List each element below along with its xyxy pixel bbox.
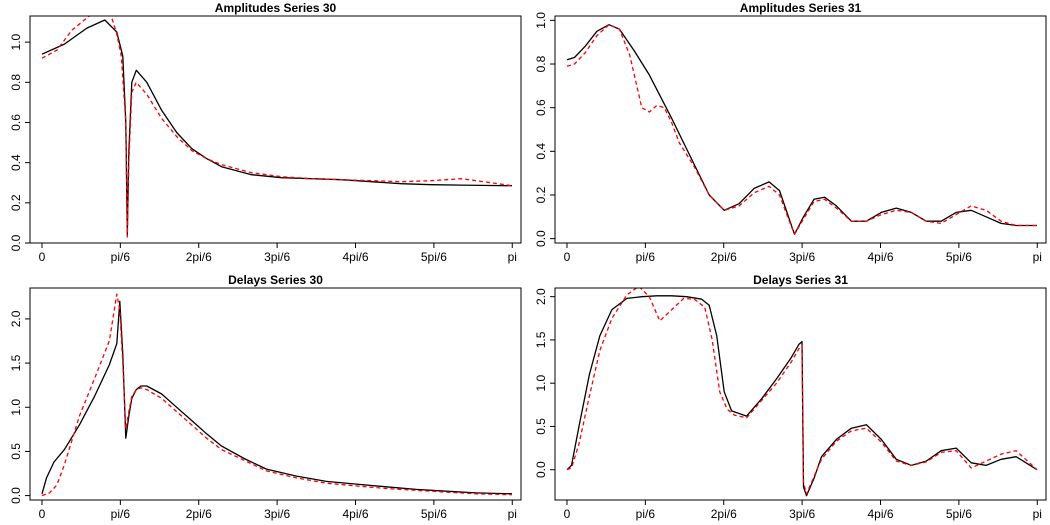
y-tick-label: 0.5 <box>534 418 548 435</box>
series-group <box>41 16 513 238</box>
x-tick-label: 3pi/6 <box>789 250 815 264</box>
y-tick-label: 0.5 <box>9 443 23 460</box>
x-tick-label: 2pi/6 <box>186 507 212 521</box>
y-tick-label: 0.4 <box>9 154 23 171</box>
x-tick-label: 5pi/6 <box>421 507 447 521</box>
series-group <box>41 293 513 497</box>
series-line-dashed <box>566 24 1037 235</box>
chart-title: Delays Series 31 <box>753 273 848 287</box>
x-tick-label: 2pi/6 <box>711 250 737 264</box>
plot-frame <box>554 15 1047 244</box>
x-tick-label: pi <box>1033 507 1042 521</box>
panel-delays-series-30: Delays Series 30 0 pi/6 2pi/6 3pi/6 4pi/6 5pi/… <box>9 273 522 521</box>
x-tick-label: 5pi/6 <box>946 250 972 264</box>
y-tick-label: 1.5 <box>9 354 23 371</box>
y-tick-label: 1.0 <box>534 12 548 29</box>
x-tick-label: 0 <box>39 507 46 521</box>
x-tick-label: 4pi/6 <box>867 250 893 264</box>
y-tick-label: 1.5 <box>534 331 548 348</box>
y-tick-label: 2.0 <box>9 310 23 327</box>
x-tick-label: 4pi/6 <box>867 507 893 521</box>
y-tick-label: 0.8 <box>9 74 23 91</box>
chart-title: Amplitudes Series 30 <box>215 1 337 15</box>
x-tick-label: pi/6 <box>111 507 131 521</box>
plot-frame <box>29 287 522 501</box>
y-tick-label: 2.0 <box>534 288 548 305</box>
x-tick-label: 3pi/6 <box>264 507 290 521</box>
x-tick-label: 0 <box>39 250 46 264</box>
panel-delays-series-31: Delays Series 31 0 pi/6 2pi/6 3pi/6 4pi/6 5pi/… <box>534 273 1047 521</box>
panel-amplitudes-series-31: Amplitudes Series 31 0 pi/6 2pi/6 3pi/6 4pi/6… <box>534 1 1047 264</box>
x-tick-label: 3pi/6 <box>264 250 290 264</box>
x-tick-label: pi/6 <box>636 250 656 264</box>
series-line-dashed <box>566 288 1038 495</box>
x-tick-label: 0 <box>564 507 571 521</box>
y-tick-label: 0.8 <box>534 55 548 72</box>
series-line-solid <box>41 19 513 236</box>
y-tick-label: 0.6 <box>9 114 23 131</box>
panel-amplitudes-series-30: Amplitudes Series 30 0 pi/6 2pi/6 3pi/6 4pi/6… <box>9 1 522 264</box>
y-tick-label: 0.2 <box>534 186 548 203</box>
y-tick-label: 0.6 <box>534 99 548 116</box>
x-tick-label: pi <box>508 250 517 264</box>
y-tick-label: 1.0 <box>9 33 23 50</box>
series-line-dashed <box>41 16 513 238</box>
series-line-solid <box>41 300 513 495</box>
y-tick-label: 1.0 <box>9 399 23 416</box>
series-line-solid <box>566 295 1038 497</box>
x-tick-label: 2pi/6 <box>186 250 212 264</box>
chart-title: Delays Series 30 <box>228 273 323 287</box>
x-tick-label: 4pi/6 <box>342 507 368 521</box>
y-tick-label: 0.0 <box>9 487 23 504</box>
series-line-solid <box>566 24 1037 235</box>
y-tick-label: 0.4 <box>534 143 548 160</box>
x-tick-label: 3pi/6 <box>789 507 815 521</box>
x-tick-label: 5pi/6 <box>421 250 447 264</box>
chart-title: Amplitudes Series 31 <box>740 1 862 15</box>
series-group <box>566 24 1037 235</box>
x-tick-label: pi <box>508 507 517 521</box>
y-tick-label: 0.0 <box>534 230 548 247</box>
y-tick-label: 0.2 <box>9 194 23 211</box>
x-tick-label: pi/6 <box>111 250 131 264</box>
x-tick-label: 0 <box>564 250 571 264</box>
y-tick-label: 1.0 <box>534 375 548 392</box>
series-group <box>566 288 1038 497</box>
x-tick-label: 4pi/6 <box>342 250 368 264</box>
x-tick-label: pi <box>1033 250 1042 264</box>
x-tick-label: 5pi/6 <box>946 507 972 521</box>
plot-frame <box>29 15 522 244</box>
x-tick-label: pi/6 <box>636 507 656 521</box>
y-tick-label: 0.0 <box>534 461 548 478</box>
x-tick-label: 2pi/6 <box>711 507 737 521</box>
plot-frame <box>554 287 1047 501</box>
y-tick-label: 0.0 <box>9 234 23 251</box>
series-line-dashed <box>41 293 513 497</box>
